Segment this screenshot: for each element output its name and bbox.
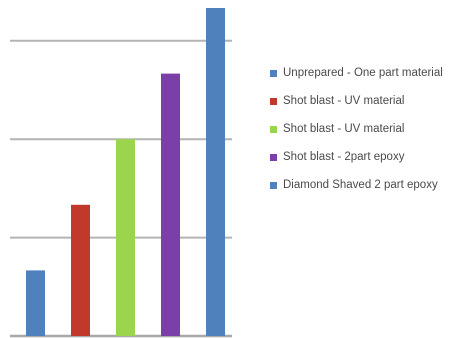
legend-label: Unprepared - One part material (283, 67, 443, 79)
legend: Unprepared - One part material Shot blas… (268, 66, 452, 206)
legend-swatch (270, 154, 277, 161)
legend-item-diamond-shaved: Diamond Shaved 2 part epoxy (268, 178, 452, 193)
bar (71, 204, 90, 336)
legend-swatch (270, 126, 277, 133)
legend-swatch (270, 98, 277, 105)
legend-label: Shot blast - UV material (283, 95, 405, 107)
legend-swatch (270, 182, 277, 189)
legend-item-unprepared: Unprepared - One part material (268, 66, 452, 81)
legend-label: Diamond Shaved 2 part epoxy (283, 179, 438, 191)
legend-item-shot-blast-uv-red: Shot blast - UV material (268, 94, 452, 109)
bar (161, 73, 180, 336)
bar (116, 139, 135, 336)
legend-label: Shot blast - 2part epoxy (283, 151, 405, 163)
legend-item-shot-blast-2part-epoxy: Shot blast - 2part epoxy (268, 150, 452, 165)
legend-item-shot-blast-uv-green: Shot blast - UV material (268, 122, 452, 137)
bar-plot (10, 8, 232, 338)
bar (206, 8, 225, 336)
legend-swatch (270, 70, 277, 77)
legend-label: Shot blast - UV material (283, 123, 405, 135)
bar (26, 270, 45, 336)
